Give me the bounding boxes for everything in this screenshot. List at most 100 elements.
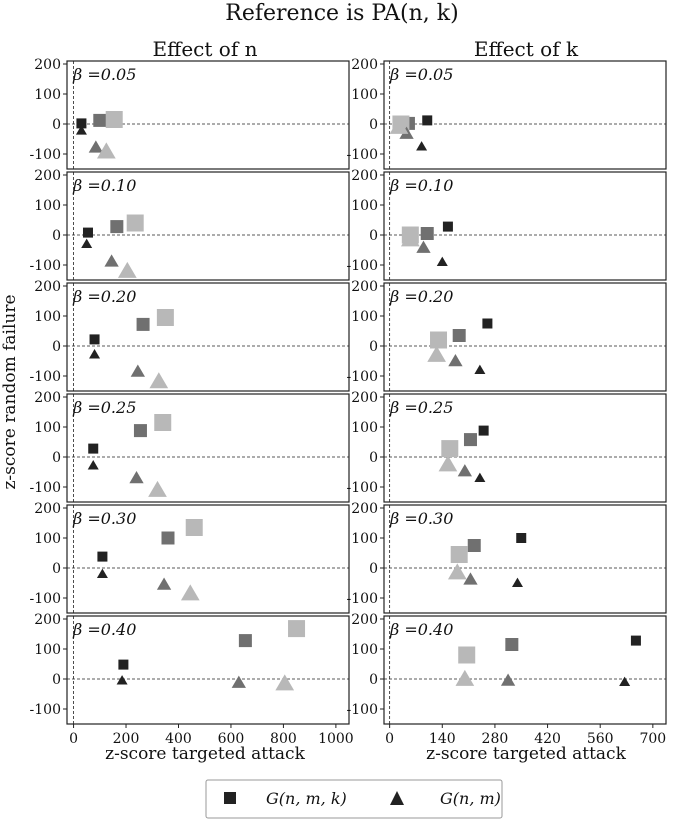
y-tick-label: 200 [34,57,61,73]
panel-right-4: -100 0 100 200 β =0.30 [347,501,667,614]
square-point-light [156,309,174,326]
square-point-mid [133,424,147,438]
legend-triangle-marker [390,791,404,805]
x-tick-label: 1000 [318,731,354,747]
x-tick-label: 700 [639,731,666,747]
square-point-light [288,620,306,638]
x-tick-label: 400 [165,731,192,747]
y-tick-label: 0 [52,228,61,244]
triangle-point-dark [416,141,428,151]
x-tick-label: 800 [270,731,297,747]
triangle-point-light [438,455,458,472]
y-tick-label: 200 [34,168,61,184]
x-tick-label: 600 [218,731,245,747]
square-point-light [450,546,468,563]
triangle-point-light [400,230,420,247]
square-point-mid [463,433,477,447]
square-point-dark [89,334,100,345]
panel-right-3: -100 0 100 200 β =0.25 [347,390,667,503]
y-tick-label: -100 [347,702,378,718]
y-tick-label: 100 [351,420,378,436]
panel-frame [383,171,667,281]
y-tick-label: 100 [34,420,61,436]
triangle-point-dark [89,349,101,359]
y-tick-label: 200 [351,279,378,295]
y-tick-label: 200 [351,612,378,628]
y-tick-label: 200 [351,390,378,406]
y-tick-label: 200 [351,168,378,184]
panel-frame [66,504,350,614]
y-tick-label: 100 [34,642,61,658]
square-point-dark [630,635,641,646]
square-point-dark [97,551,108,562]
square-point-light [154,414,172,431]
x-tick-label: 280 [482,731,509,747]
triangle-point-mid [416,240,431,253]
square-point-mid [467,539,481,552]
y-tick-label: -100 [30,258,61,274]
beta-label: β =0.30 [72,509,136,528]
panel-left-4: -100 0 100 200 β =0.30 [30,501,350,614]
panel-left-0: -100 0 100 200 β =0.05 [30,57,350,170]
triangle-point-light [180,584,200,601]
beta-label: β =0.05 [72,65,136,84]
y-tick-label: 0 [369,450,378,466]
panel-left-2: -100 0 100 200 β =0.20 [30,279,350,392]
panel-frame [383,60,667,170]
triangle-point-dark [81,238,93,249]
square-point-mid [136,317,150,331]
square-point-dark [118,659,129,670]
triangle-point-dark [436,256,448,267]
panel-right-2: -100 0 100 200 β =0.20 [347,279,667,392]
square-point-mid [161,531,175,545]
triangle-point-light [427,345,446,362]
triangle-point-mid [448,353,463,367]
square-point-dark [88,443,99,454]
legend-label-gnmk: G(n, m, k) [266,789,347,808]
y-tick-label: -100 [347,591,378,607]
triangle-point-light [96,142,116,159]
square-point-dark [442,221,453,232]
beta-label: β =0.05 [389,65,453,84]
panel-right-5: -100 0 100 200 0 140 280 420 560 700 β =0.40 [347,612,667,747]
beta-label: β =0.25 [72,398,136,417]
panel-frame [66,393,350,503]
y-tick-label: 100 [351,642,378,658]
square-point-dark [82,227,93,238]
square-point-mid [505,638,519,651]
triangle-point-dark [474,472,486,483]
y-tick-label: 0 [52,561,61,577]
x-tick-label: 420 [534,731,561,747]
square-point-dark [516,533,527,543]
x-axis-label-right: z-score targeted attack [426,744,626,764]
y-tick-label: 200 [34,390,61,406]
y-tick-label: 200 [351,501,378,517]
x-tick-label: 140 [429,731,456,747]
beta-label: β =0.10 [389,176,453,195]
square-point-dark [478,425,489,436]
y-tick-label: 200 [34,501,61,517]
square-point-dark [482,318,493,329]
y-tick-label: 0 [369,228,378,244]
y-tick-label: 200 [351,57,378,73]
triangle-point-dark [75,125,87,135]
panel-left-3: -100 0 100 200 β =0.25 [30,390,350,503]
y-tick-label: -100 [30,480,61,496]
triangle-point-dark [116,675,128,685]
y-tick-label: 100 [34,309,61,325]
y-tick-label: -100 [30,702,61,718]
square-point-light [185,519,203,536]
triangle-point-dark [619,676,631,687]
y-tick-label: 100 [351,309,378,325]
y-tick-label: 200 [34,279,61,295]
triangle-point-light [148,480,167,497]
y-tick-label: -100 [30,591,61,607]
y-tick-label: 0 [369,117,378,133]
triangle-point-dark [511,577,523,588]
beta-label: β =0.20 [389,287,453,306]
y-tick-label: 0 [369,561,378,577]
y-tick-label: 0 [52,450,61,466]
y-tick-label: 200 [34,612,61,628]
panel-frame [383,393,667,503]
legend-label-gnm: G(n, m) [440,789,501,808]
